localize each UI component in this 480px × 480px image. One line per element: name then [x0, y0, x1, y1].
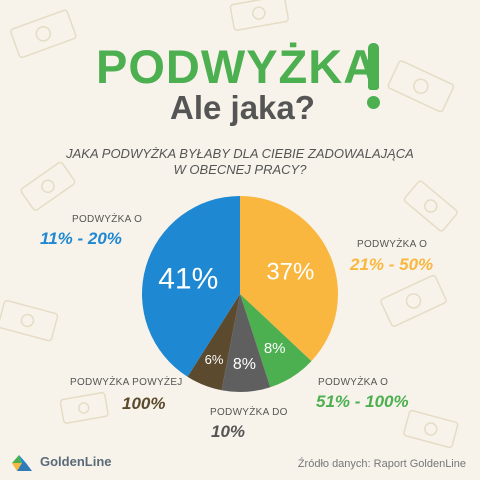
pie-value-label-51-100: 8% [264, 340, 286, 357]
question-line-2: W OBECNEJ PRACY? [173, 162, 307, 177]
source-note: Źródło danych: Raport GoldenLine [297, 458, 466, 470]
label-small-21-50: PODWYŻKA O [357, 239, 428, 250]
label-range-do10: 10% [211, 422, 246, 441]
pie-slice-pow100 [187, 294, 240, 391]
label-small-51-100: PODWYŻKA O [318, 377, 389, 388]
pie-value-label-11-20: 41% [158, 262, 218, 295]
exclamation-icon [368, 43, 379, 90]
label-range-11-20: 11% - 20% [40, 229, 122, 248]
page-title: PODWYŻKA [96, 40, 379, 93]
pie-slice-51-100 [240, 294, 312, 388]
goldenline-logo-icon [12, 455, 32, 471]
logo-text: GoldenLine [40, 454, 112, 469]
pie-slice-do10 [221, 294, 271, 392]
pie-slice-21-50 [240, 196, 338, 362]
label-small-pow100: PODWYŻKA POWYŻEJ [70, 377, 183, 388]
label-small-do10: PODWYŻKA DO [210, 407, 288, 418]
goldenline-logo: GoldenLine [12, 454, 112, 476]
label-small-11-20: PODWYŻKA O [72, 214, 143, 225]
pie-value-label-21-50: 37% [266, 259, 314, 286]
pie-slice-11-20 [141, 196, 240, 377]
label-range-51-100: 51% - 100% [316, 392, 409, 411]
exclamation-dot-icon [367, 96, 380, 109]
pie-value-label-do10: 8% [233, 356, 256, 373]
label-range-21-50: 21% - 50% [350, 255, 434, 274]
pie-value-label-pow100: 6% [205, 352, 224, 367]
page-subtitle: Ale jaka? [170, 89, 315, 126]
label-range-pow100: 100% [122, 394, 166, 413]
question-line-1: JAKA PODWYŻKA BYŁABY DLA CIEBIE ZADOWALA… [66, 146, 414, 161]
